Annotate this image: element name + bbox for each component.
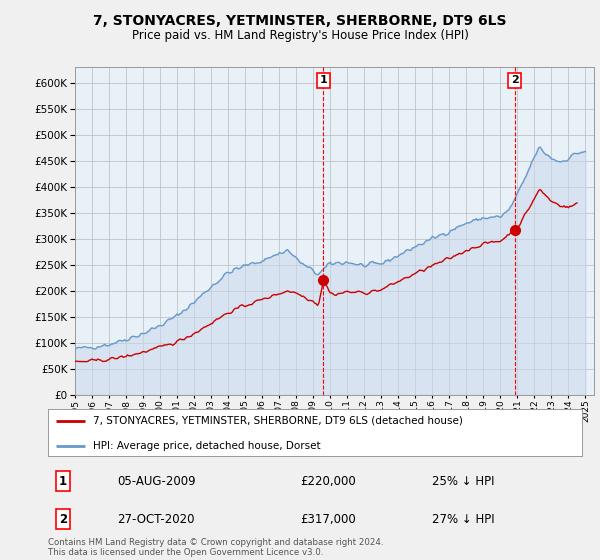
Text: 1: 1 (59, 474, 67, 488)
Text: 27% ↓ HPI: 27% ↓ HPI (432, 512, 494, 526)
Text: £317,000: £317,000 (300, 512, 356, 526)
Text: 25% ↓ HPI: 25% ↓ HPI (432, 474, 494, 488)
Text: Price paid vs. HM Land Registry's House Price Index (HPI): Price paid vs. HM Land Registry's House … (131, 29, 469, 42)
Text: £220,000: £220,000 (300, 474, 356, 488)
Text: 7, STONYACRES, YETMINSTER, SHERBORNE, DT9 6LS: 7, STONYACRES, YETMINSTER, SHERBORNE, DT… (93, 14, 507, 28)
Text: 2: 2 (511, 76, 518, 85)
Text: Contains HM Land Registry data © Crown copyright and database right 2024.
This d: Contains HM Land Registry data © Crown c… (48, 538, 383, 557)
Text: HPI: Average price, detached house, Dorset: HPI: Average price, detached house, Dors… (94, 441, 321, 451)
Text: 05-AUG-2009: 05-AUG-2009 (117, 474, 196, 488)
Text: 27-OCT-2020: 27-OCT-2020 (117, 512, 194, 526)
Text: 1: 1 (320, 76, 328, 85)
Text: 7, STONYACRES, YETMINSTER, SHERBORNE, DT9 6LS (detached house): 7, STONYACRES, YETMINSTER, SHERBORNE, DT… (94, 416, 463, 426)
Text: 2: 2 (59, 512, 67, 526)
